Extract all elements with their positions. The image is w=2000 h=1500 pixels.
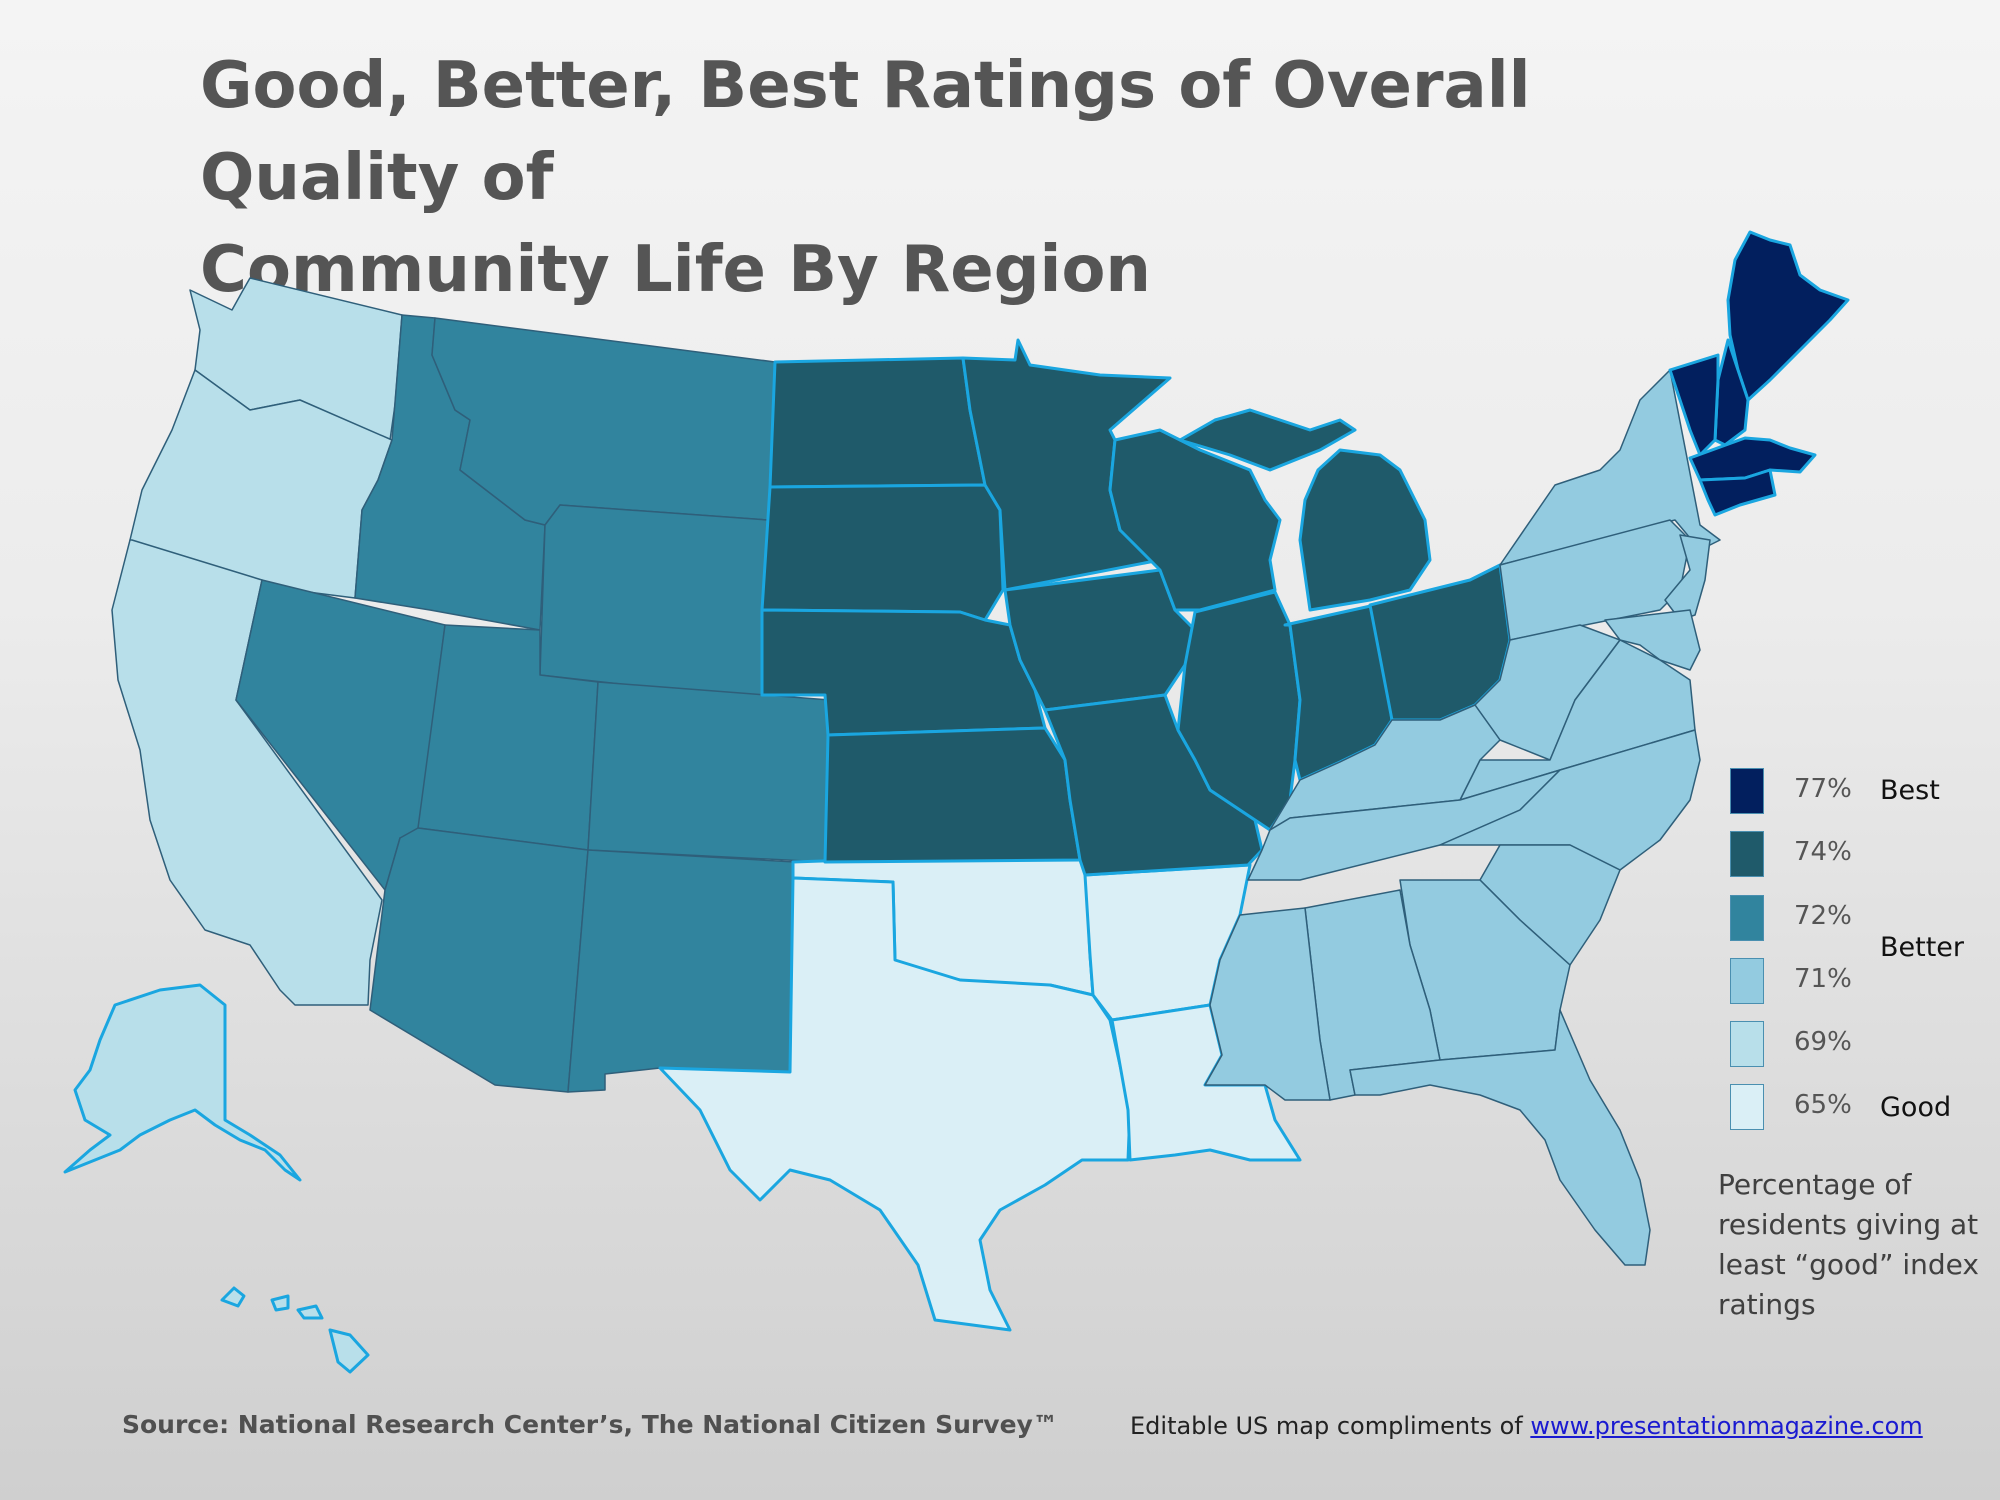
- region-alaska-hawaii: [63, 983, 370, 1374]
- state-florida: [1349, 1009, 1651, 1266]
- state-hawaii-4: [328, 1328, 370, 1374]
- legend-pct: 71%: [1794, 964, 1852, 994]
- state-connecticut-ri: [1698, 468, 1777, 517]
- region-new-england: [1668, 230, 1850, 517]
- title-line-1: Good, Better, Best Ratings of Overall Qu…: [200, 49, 1531, 215]
- legend-pct: 72%: [1794, 901, 1852, 931]
- legend-pct: 77%: [1794, 774, 1852, 804]
- map-credit: Editable US map compliments of www.prese…: [1130, 1412, 1923, 1440]
- state-south-dakota: [760, 483, 1005, 622]
- page-title: Good, Better, Best Ratings of Overall Qu…: [200, 40, 1800, 316]
- legend-tier-good: Good: [1880, 1092, 1952, 1123]
- legend-tier-best: Best: [1880, 775, 1940, 806]
- state-mississippi: [1204, 907, 1331, 1101]
- state-new-mexico: [567, 849, 796, 1093]
- legend-pct: 74%: [1794, 837, 1852, 867]
- legend-pct: 65%: [1794, 1090, 1852, 1120]
- source-citation: Source: National Research Center’s, The …: [122, 1410, 1058, 1439]
- legend-swatch: [1730, 895, 1764, 941]
- source-label: Source: [122, 1410, 220, 1439]
- title-line-2: Community Life By Region: [200, 233, 1151, 307]
- state-wyoming: [539, 504, 769, 701]
- state-wisconsin: [1108, 428, 1282, 612]
- state-hawaii-3: [296, 1304, 324, 1320]
- source-text: : National Research Center’s, The Nation…: [219, 1410, 1058, 1439]
- credit-text: Editable US map compliments of: [1130, 1412, 1531, 1440]
- legend-swatch: [1730, 1084, 1764, 1130]
- state-kansas: [823, 726, 1082, 864]
- state-north-dakota: [768, 356, 987, 489]
- state-alaska: [63, 983, 302, 1182]
- legend-swatch: [1730, 768, 1764, 814]
- legend-pct: 69%: [1794, 1027, 1852, 1057]
- region-atlantic-southeast: [1204, 369, 1721, 1266]
- legend-swatch: [1730, 1021, 1764, 1067]
- state-vermont: [1668, 353, 1720, 457]
- state-hawaii-2: [270, 1294, 290, 1312]
- legend-swatch: [1730, 958, 1764, 1004]
- region-south-central: [658, 850, 1302, 1332]
- legend-swatch: [1730, 831, 1764, 877]
- state-hawaii-1: [220, 1286, 246, 1308]
- legend-tier-better: Better: [1880, 932, 1965, 963]
- region-mountain: [235, 314, 831, 1093]
- credit-link[interactable]: www.presentationmagazine.com: [1530, 1412, 1923, 1440]
- state-arizona: [369, 827, 589, 1093]
- state-texas: [658, 876, 1132, 1332]
- state-michigan-lower: [1298, 448, 1432, 612]
- state-colorado: [587, 681, 831, 863]
- legend-note: Percentage of residents giving at least …: [1718, 1168, 1979, 1321]
- region-pacific: [111, 277, 403, 1006]
- state-michigan-upper: [1178, 408, 1357, 472]
- region-midwest: [760, 338, 1512, 877]
- state-maine: [1726, 230, 1850, 402]
- state-washington: [189, 277, 403, 441]
